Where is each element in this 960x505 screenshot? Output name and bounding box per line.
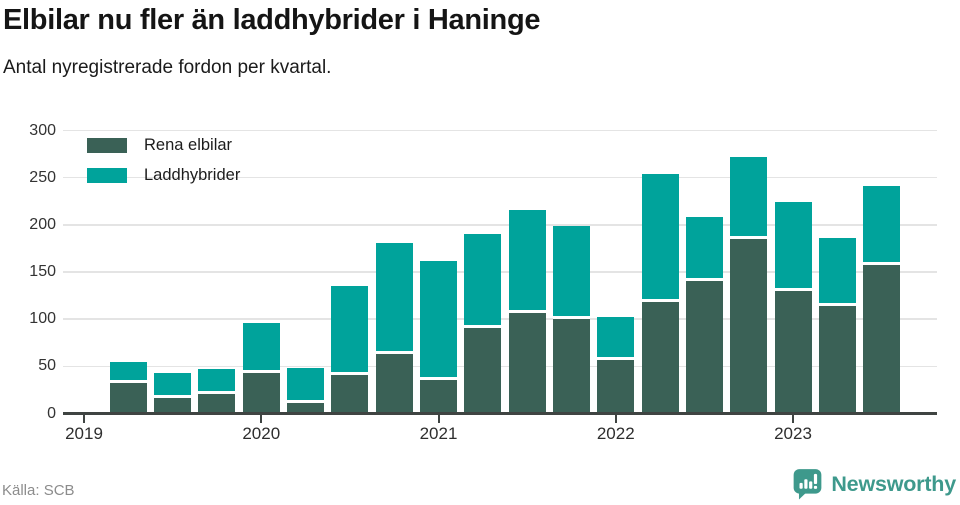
x-axis-tick-2021: [437, 414, 440, 423]
legend-swatch: [87, 168, 127, 183]
x-axis-label-2021: 2021: [419, 423, 458, 443]
bar-segment-electric-2023-q2: [818, 305, 856, 414]
y-axis-label: 0: [47, 404, 56, 422]
bar-segment-electric-2020-q3: [331, 374, 369, 414]
bar-segment-hybrid-2020-q2: [287, 368, 325, 404]
bar-segment-electric-2023-q3: [863, 265, 901, 414]
bar-segment-hybrid-2023-q2: [818, 238, 856, 306]
legend-label: Laddhybrider: [144, 166, 241, 184]
y-axis-label: 100: [29, 310, 56, 328]
bar-segment-electric-2023-q1: [774, 290, 812, 414]
x-axis-tick-2023: [792, 414, 794, 423]
y-axis-label: 200: [29, 215, 56, 233]
y-axis-label: 150: [29, 263, 56, 280]
bar-segment-hybrid-2023-q1: [774, 202, 812, 291]
x-axis-tick-2020: [260, 414, 263, 423]
bar-segment-hybrid-2019-q2: [109, 361, 147, 384]
bar-segment-hybrid-2022-q2: [641, 173, 679, 303]
bar-segment-hybrid-2021-q4: [552, 225, 590, 320]
bar-segment-hybrid-2019-q3: [154, 372, 192, 399]
gridline-200: [63, 224, 937, 226]
x-axis-label-2022: 2022: [596, 423, 635, 443]
bar-segment-electric-2022-q4: [730, 238, 768, 414]
x-axis-label-2023: 2023: [774, 423, 812, 443]
bar-segment-electric-2021-q1: [420, 380, 457, 414]
newsworthy-logo: Newsworthy: [792, 468, 956, 500]
x-axis-label-2020: 2020: [242, 423, 281, 443]
legend: Rena elbilar Laddhybrider: [87, 136, 240, 196]
bar-segment-electric-2022-q3: [685, 281, 723, 414]
bar-segment-electric-2020-q1: [242, 372, 280, 414]
bar-segment-hybrid-2021-q1: [420, 260, 457, 381]
bar-segment-hybrid-2021-q2: [464, 234, 502, 328]
bar-segment-hybrid-2022-q1: [597, 317, 635, 360]
y-axis-label: 250: [29, 168, 56, 186]
chart-subtitle: Antal nyregistrerade fordon per kvartal.: [3, 57, 332, 78]
y-axis-label: 50: [38, 357, 56, 375]
bar-segment-hybrid-2021-q3: [508, 209, 546, 313]
newsworthy-logo-icon: [793, 469, 822, 500]
bar-segment-electric-2022-q1: [597, 359, 635, 414]
y-axis-label: 300: [29, 121, 56, 139]
bar-segment-electric-2021-q2: [464, 327, 502, 414]
plot-area: 0 50 100 150 200 250 300 2019 2020 2021 2022 2023: [29, 121, 937, 443]
bar-segment-electric-2019-q2: [109, 383, 147, 414]
legend-label: Rena elbilar: [144, 136, 233, 154]
x-axis-tick-2022: [614, 414, 617, 423]
legend-swatch: [87, 138, 127, 153]
bar-segment-electric-2020-q4: [375, 354, 413, 414]
bar-segment-hybrid-2020-q1: [242, 322, 280, 373]
x-axis-label-2019: 2019: [65, 423, 103, 443]
bar-segment-electric-2021-q3: [508, 312, 546, 414]
source-text: Källa: SCB: [2, 482, 75, 499]
x-axis-tick-2019: [83, 414, 85, 423]
gridline-250: [63, 176, 937, 179]
bar-segment-hybrid-2022-q3: [685, 217, 723, 282]
legend-item: Laddhybrider: [87, 166, 240, 185]
legend-item: Rena elbilar: [87, 136, 240, 155]
bar-segment-hybrid-2020-q3: [331, 286, 369, 375]
bar-segment-electric-2021-q4: [552, 319, 590, 414]
bar-segment-electric-2019-q4: [198, 393, 236, 414]
bar-segment-hybrid-2023-q3: [863, 186, 901, 266]
x-axis-line: [63, 411, 937, 415]
bar-segment-hybrid-2020-q4: [375, 242, 413, 355]
bar-segment-electric-2022-q2: [641, 302, 679, 414]
newsworthy-wordmark: Newsworthy: [831, 471, 956, 496]
bar-segment-electric-2019-q3: [154, 398, 192, 414]
chart-title: Elbilar nu fler än laddhybrider i Haning…: [3, 4, 541, 36]
gridline-300: [63, 129, 937, 132]
bar-segment-electric-2020-q2: [287, 403, 325, 414]
bar-segment-hybrid-2019-q4: [198, 369, 236, 394]
bar-segment-hybrid-2022-q4: [730, 156, 768, 239]
